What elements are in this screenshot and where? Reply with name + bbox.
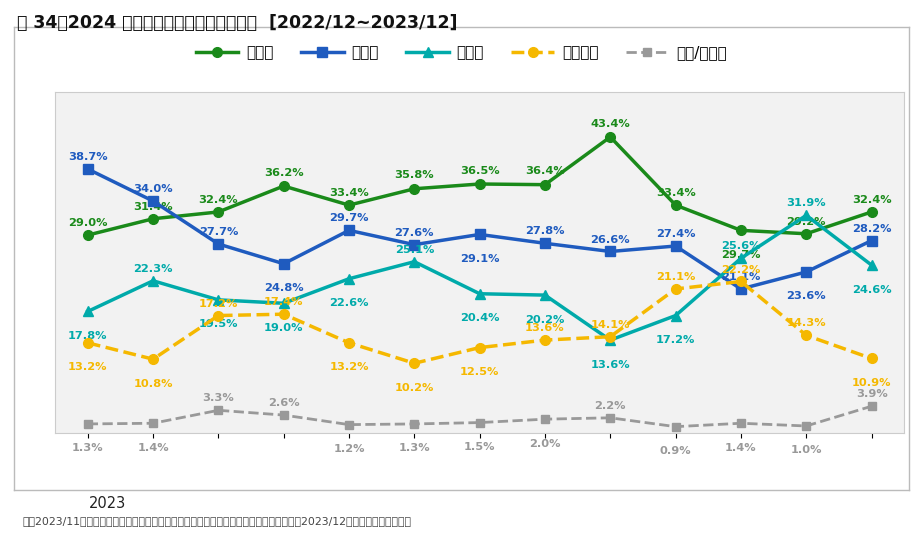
Text: 28.2%: 28.2%: [852, 223, 891, 234]
Text: 27.8%: 27.8%: [525, 226, 565, 236]
Text: 27.4%: 27.4%: [655, 229, 695, 239]
Text: 26.6%: 26.6%: [590, 235, 630, 245]
Text: 10.2%: 10.2%: [395, 382, 434, 393]
Text: 25.1%: 25.1%: [395, 245, 434, 255]
Text: 22.2%: 22.2%: [722, 265, 761, 274]
Text: 17.4%: 17.4%: [264, 297, 304, 307]
Text: 1.0%: 1.0%: [790, 445, 822, 456]
Text: 2023: 2023: [89, 496, 127, 511]
Text: 35.8%: 35.8%: [395, 170, 434, 181]
Text: 20.4%: 20.4%: [460, 313, 499, 323]
Text: 1.5%: 1.5%: [464, 442, 496, 452]
Text: 圖 34：2024 台灣總統選民的投票抉擇趨勢  [2022/12~2023/12]: 圖 34：2024 台灣總統選民的投票抉擇趨勢 [2022/12~2023/12…: [17, 14, 457, 31]
Text: 34.0%: 34.0%: [133, 184, 173, 194]
Text: 29.2%: 29.2%: [787, 217, 826, 227]
Text: 27.7%: 27.7%: [198, 227, 238, 237]
Text: 註：2023/11月以前，調查題目僅列出「賴清德、侯友宜、柯文哲」三位主要總統候選人，2023/12月題目加入副手人選。: 註：2023/11月以前，調查題目僅列出「賴清德、侯友宜、柯文哲」三位主要總統候…: [23, 516, 412, 526]
Text: 22.6%: 22.6%: [330, 298, 369, 308]
Text: 2.6%: 2.6%: [268, 398, 299, 408]
Text: 29.7%: 29.7%: [722, 250, 761, 260]
Text: 21.1%: 21.1%: [656, 272, 695, 282]
Text: 1.4%: 1.4%: [725, 443, 756, 453]
Text: 25.6%: 25.6%: [722, 241, 761, 252]
Text: 0.9%: 0.9%: [660, 446, 691, 456]
Text: 13.2%: 13.2%: [330, 362, 369, 372]
Text: 17.2%: 17.2%: [198, 299, 238, 308]
Text: 1.2%: 1.2%: [333, 444, 364, 454]
Text: 10.8%: 10.8%: [133, 379, 173, 388]
Text: 17.8%: 17.8%: [68, 331, 107, 341]
Text: 38.7%: 38.7%: [68, 152, 107, 162]
Text: 31.4%: 31.4%: [133, 202, 173, 212]
Text: 2.0%: 2.0%: [529, 439, 561, 448]
Text: 29.0%: 29.0%: [68, 218, 107, 228]
Text: 31.9%: 31.9%: [787, 199, 826, 208]
Text: 13.6%: 13.6%: [525, 323, 565, 333]
Text: 12.5%: 12.5%: [460, 367, 499, 377]
Text: 20.2%: 20.2%: [525, 314, 565, 325]
Text: 24.6%: 24.6%: [852, 285, 891, 294]
Text: 33.4%: 33.4%: [655, 188, 696, 198]
Text: 14.3%: 14.3%: [787, 318, 826, 328]
Text: 32.4%: 32.4%: [198, 195, 238, 205]
Text: 27.6%: 27.6%: [395, 228, 434, 237]
Text: 19.0%: 19.0%: [264, 323, 304, 333]
Text: 17.2%: 17.2%: [656, 335, 695, 345]
Text: 24.8%: 24.8%: [263, 283, 304, 293]
Text: 2.2%: 2.2%: [595, 401, 626, 411]
Text: 13.6%: 13.6%: [590, 360, 630, 370]
Text: 43.4%: 43.4%: [590, 118, 630, 129]
Text: 19.5%: 19.5%: [198, 319, 238, 329]
Text: 1.3%: 1.3%: [398, 444, 431, 453]
Text: 36.2%: 36.2%: [263, 168, 304, 177]
Text: 36.4%: 36.4%: [525, 166, 565, 176]
Text: 21.1%: 21.1%: [722, 272, 761, 282]
Text: 33.4%: 33.4%: [330, 188, 369, 198]
Text: 22.3%: 22.3%: [133, 264, 173, 274]
Legend: 賴清德, 侯友宜, 柯文哲, 尚未決定, 其他/不知道: 賴清德, 侯友宜, 柯文哲, 尚未決定, 其他/不知道: [189, 39, 733, 67]
Text: 1.3%: 1.3%: [72, 444, 104, 453]
Text: 14.1%: 14.1%: [590, 320, 630, 330]
Text: 3.3%: 3.3%: [203, 393, 234, 404]
Text: 1.4%: 1.4%: [138, 443, 169, 453]
Text: 10.9%: 10.9%: [852, 378, 891, 388]
Text: 29.7%: 29.7%: [330, 213, 369, 223]
Text: 3.9%: 3.9%: [856, 390, 888, 399]
Text: 13.2%: 13.2%: [68, 362, 107, 372]
Text: 32.4%: 32.4%: [852, 195, 891, 205]
Text: 23.6%: 23.6%: [787, 292, 826, 301]
Text: 36.5%: 36.5%: [460, 166, 499, 176]
Text: 29.1%: 29.1%: [460, 254, 499, 264]
